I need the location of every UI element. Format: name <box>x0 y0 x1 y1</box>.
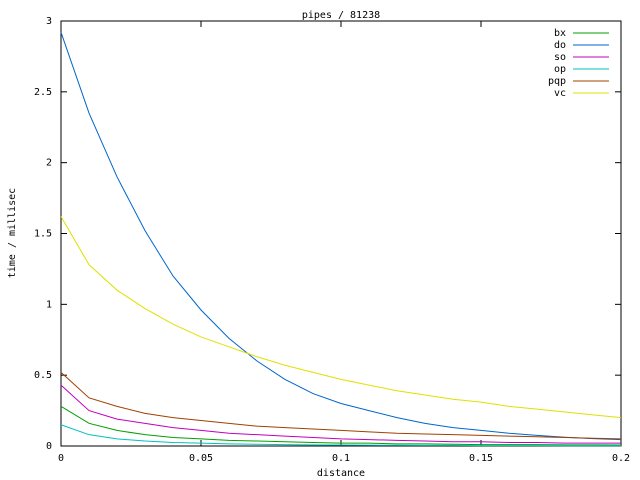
plot-frame <box>60 20 622 447</box>
series-line <box>60 32 622 441</box>
y-tick-label: 1 <box>46 299 52 310</box>
x-tick-label: 0.2 <box>612 453 630 464</box>
y-tick-label: 2 <box>46 158 52 169</box>
legend-label: so <box>554 52 566 63</box>
y-tick-label: 0.5 <box>34 370 52 381</box>
y-tick-label: 0 <box>46 441 52 452</box>
x-tick-label: 0.15 <box>469 453 493 464</box>
series-line <box>60 371 622 440</box>
x-tick-label: 0.1 <box>332 453 350 464</box>
legend-label: pqp <box>548 76 566 87</box>
x-axis-label: distance <box>317 468 365 479</box>
series-line <box>60 216 622 419</box>
legend-label: bx <box>554 28 566 39</box>
series-line <box>60 424 621 447</box>
series-line <box>60 384 621 444</box>
y-tick-label: 1.5 <box>34 229 52 240</box>
legend-label: do <box>554 40 566 51</box>
series-line <box>60 405 622 446</box>
legend-label: vc <box>554 88 566 99</box>
x-tick-label: 0.05 <box>189 453 213 464</box>
chart-title: pipes / 81238 <box>302 10 380 21</box>
y-tick-label: 3 <box>46 16 52 27</box>
x-tick-label: 0 <box>58 453 64 464</box>
y-axis-label: time / millisec <box>7 188 18 278</box>
y-tick-label: 2.5 <box>34 87 52 98</box>
legend-label: op <box>554 64 566 75</box>
